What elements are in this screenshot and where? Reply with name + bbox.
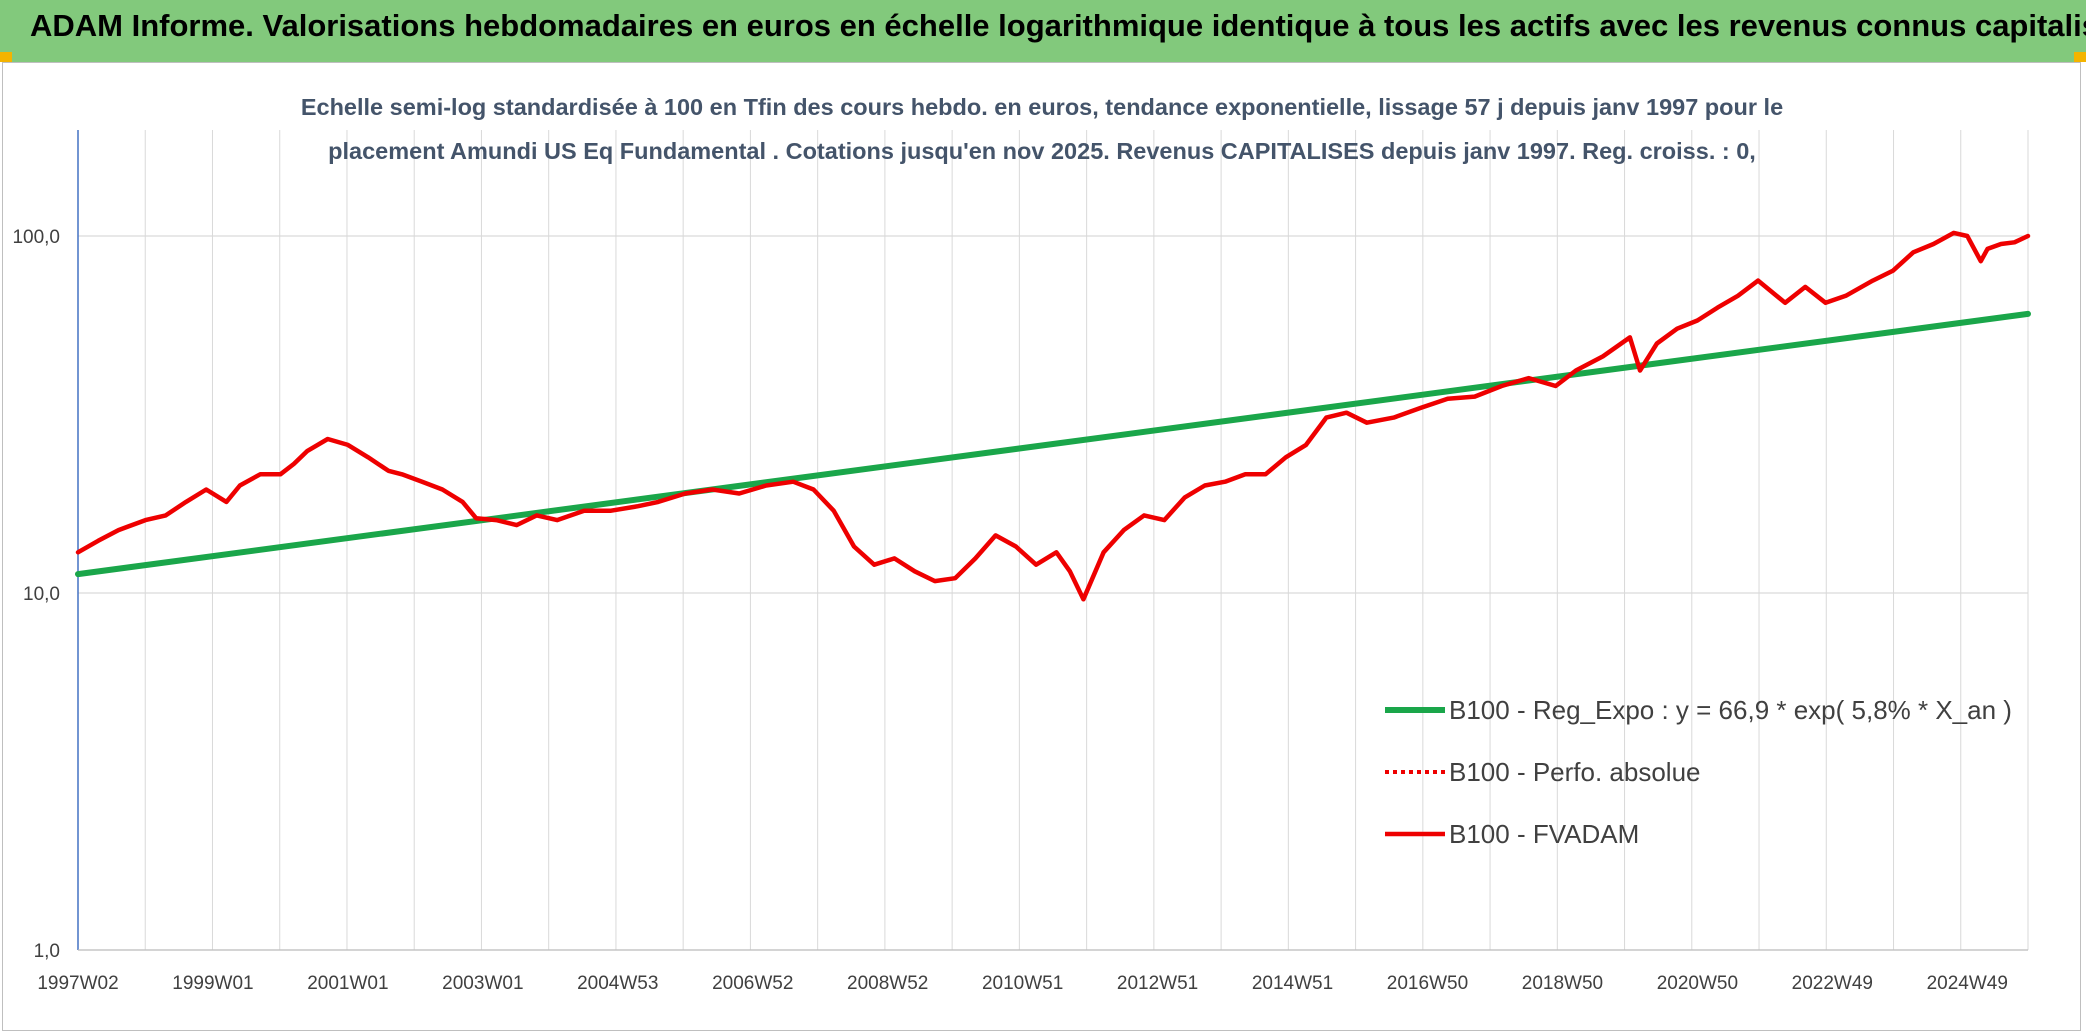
x-tick-label: 2003W01 bbox=[442, 973, 523, 994]
page-title: ADAM Informe. Valorisations hebdomadaire… bbox=[30, 8, 2086, 43]
x-tick-label: 2018W50 bbox=[1522, 973, 1603, 994]
x-tick-label: 2014W51 bbox=[1252, 973, 1333, 994]
legend-label: B100 - Reg_Expo : y = 66,9 * exp( 5,8% *… bbox=[1449, 695, 2012, 725]
x-tick-label: 2004W53 bbox=[577, 973, 658, 994]
y-tick-label: 10,0 bbox=[23, 584, 60, 605]
y-tick-label: 100,0 bbox=[12, 227, 60, 248]
x-tick-label: 2016W50 bbox=[1387, 973, 1468, 994]
chart-subtitle-line-1: Echelle semi-log standardisée à 100 en T… bbox=[301, 94, 1783, 120]
x-tick-label: 2006W52 bbox=[712, 973, 793, 994]
chart-frame bbox=[2, 62, 2081, 1031]
x-tick-label: 1999W01 bbox=[172, 973, 253, 994]
header-bar: ADAM Informe. Valorisations hebdomadaire… bbox=[0, 0, 2086, 62]
x-tick-label: 2012W51 bbox=[1117, 973, 1198, 994]
x-tick-label: 2010W51 bbox=[982, 973, 1063, 994]
corner-marker-right bbox=[2074, 52, 2086, 62]
x-tick-label: 2020W50 bbox=[1657, 973, 1738, 994]
legend-label: B100 - Perfo. absolue bbox=[1449, 757, 1701, 787]
legend: B100 - Reg_Expo : y = 66,9 * exp( 5,8% *… bbox=[1385, 695, 2012, 849]
series-line-fvadam bbox=[75, 230, 2031, 602]
x-tick-label: 2001W01 bbox=[307, 973, 388, 994]
x-tick-label: 2008W52 bbox=[847, 973, 928, 994]
x-tick-label: 2022W49 bbox=[1792, 973, 1873, 994]
x-tick-label: 1997W02 bbox=[37, 973, 118, 994]
y-tick-label: 1,0 bbox=[34, 941, 60, 962]
x-tick-label: 2024W49 bbox=[1927, 973, 2008, 994]
corner-marker-left bbox=[0, 52, 12, 62]
series bbox=[75, 230, 2031, 602]
legend-label: B100 - FVADAM bbox=[1449, 819, 1639, 849]
series-line-regression bbox=[75, 310, 2031, 578]
axis-ticks: 1,0 10,0 100,0 1997W02 1999W01 2001W01 2003W01… bbox=[12, 227, 2007, 994]
grid bbox=[77, 130, 2029, 951]
chart-subtitle-line-2: placement Amundi US Eq Fundamental . Cot… bbox=[328, 138, 1756, 164]
